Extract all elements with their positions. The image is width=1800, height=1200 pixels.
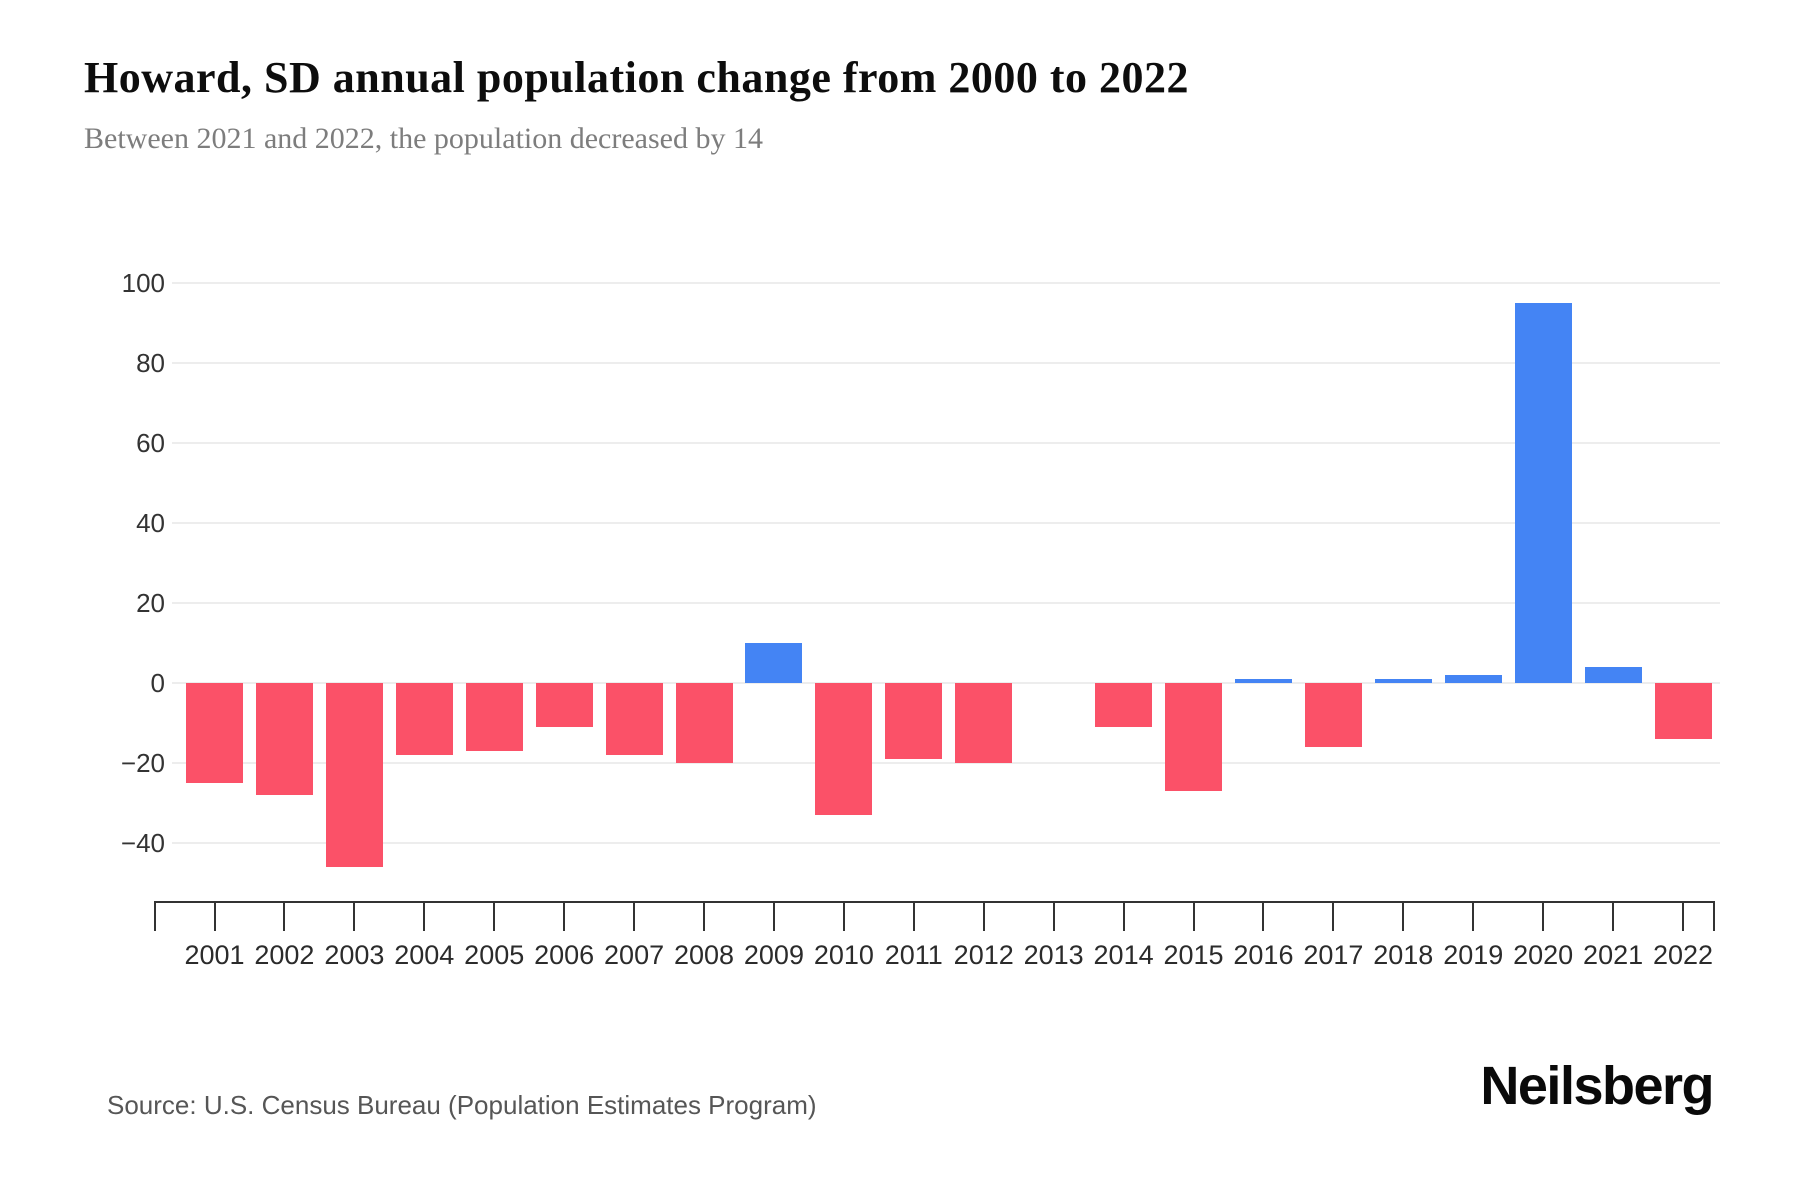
y-axis-label: 0	[150, 668, 165, 698]
gridline	[172, 842, 1720, 844]
source-note: Source: U.S. Census Bureau (Population E…	[107, 1090, 817, 1120]
x-axis-tick	[1052, 901, 1055, 931]
bar-2016	[1234, 679, 1292, 683]
x-axis-tick	[633, 901, 636, 931]
bar-2019	[1444, 675, 1502, 683]
gridline	[172, 602, 1720, 604]
y-axis-label: 60	[136, 428, 165, 458]
x-axis-tick	[353, 901, 356, 931]
x-axis-line	[154, 901, 1715, 903]
x-axis-tick	[1192, 901, 1195, 931]
x-axis-label-2010: 2010	[813, 940, 874, 970]
bar-2017	[1304, 683, 1362, 747]
x-axis-label-2003: 2003	[324, 940, 385, 970]
bar-2002	[255, 683, 313, 795]
neilsberg-logo: Neilsberg	[1480, 1056, 1714, 1116]
x-axis-tick	[1402, 901, 1405, 931]
bar-2008	[675, 683, 733, 763]
bar-2010	[815, 683, 873, 815]
x-axis-label-2004: 2004	[394, 940, 455, 970]
x-axis-label-2008: 2008	[673, 940, 735, 970]
x-axis-label-2021: 2021	[1583, 940, 1644, 970]
bar-2011	[885, 683, 943, 759]
bar-2014	[1095, 683, 1153, 727]
x-axis-label-2013: 2013	[1023, 940, 1084, 970]
x-axis-label-2009: 2009	[743, 940, 804, 970]
x-axis-tick	[772, 901, 775, 931]
x-axis-label-2007: 2007	[604, 940, 665, 970]
x-axis-label-2002: 2002	[254, 940, 315, 970]
chart-subtitle: Between 2021 and 2022, the population de…	[84, 122, 763, 155]
gridline	[172, 682, 1720, 684]
x-axis-tick	[1262, 901, 1265, 931]
x-axis-tick	[563, 901, 566, 931]
gridline	[172, 282, 1720, 284]
x-axis-label-2014: 2014	[1093, 940, 1154, 970]
x-axis-tick	[1612, 901, 1615, 931]
gridline	[172, 522, 1720, 524]
x-axis-tick	[213, 901, 216, 931]
gridline	[172, 762, 1720, 764]
x-axis-end-tick	[154, 901, 156, 931]
bar-2020	[1514, 303, 1572, 683]
x-axis-tick	[283, 901, 286, 931]
x-axis-label-2017: 2017	[1303, 940, 1364, 970]
x-axis-label-2005: 2005	[464, 940, 525, 970]
bar-2001	[186, 683, 243, 783]
x-axis-tick	[703, 901, 705, 931]
bar-2005	[465, 683, 523, 751]
x-axis-label-2022: 2022	[1652, 940, 1714, 970]
x-axis-label-2011: 2011	[884, 940, 943, 970]
x-axis-tick	[1682, 901, 1685, 931]
bar-2022	[1654, 683, 1712, 739]
x-axis-tick	[1542, 901, 1545, 931]
bar-2021	[1584, 667, 1642, 683]
chart-title: Howard, SD annual population change from…	[84, 53, 1190, 102]
x-axis-tick	[1332, 901, 1335, 931]
x-axis-tick	[493, 901, 496, 931]
x-axis-tick	[912, 901, 915, 931]
x-axis-label-2016: 2016	[1233, 940, 1294, 970]
gridline	[172, 442, 1720, 444]
x-axis-end-tick	[1713, 901, 1715, 931]
x-axis-tick	[1122, 901, 1125, 931]
gridline	[172, 362, 1720, 364]
y-axis-label: 40	[136, 508, 165, 538]
x-axis-label-2012: 2012	[953, 940, 1014, 970]
x-axis-label-2018: 2018	[1373, 940, 1434, 970]
bar-2003	[325, 683, 383, 867]
x-axis-label-2001: 2001	[184, 940, 245, 970]
y-axis-label: 20	[136, 588, 165, 618]
x-axis-label-2006: 2006	[534, 940, 595, 970]
x-axis-tick	[1472, 901, 1475, 931]
y-axis-label: −40	[120, 828, 165, 858]
x-axis-tick	[423, 901, 426, 931]
x-axis-tick	[842, 901, 845, 931]
x-axis-label-2015: 2015	[1163, 940, 1224, 970]
bar-2015	[1165, 683, 1223, 791]
bar-2004	[395, 683, 453, 755]
y-axis-label: 80	[136, 348, 165, 378]
y-axis-label: −20	[120, 748, 165, 778]
bar-2018	[1374, 679, 1432, 683]
bar-2009	[745, 643, 803, 683]
x-axis-tick	[982, 901, 985, 931]
bar-2012	[955, 683, 1013, 763]
bar-2007	[605, 683, 663, 755]
x-axis-label-2019: 2019	[1443, 940, 1504, 970]
bar-2006	[535, 683, 593, 727]
y-axis-label: 100	[121, 268, 165, 298]
x-axis-label-2020: 2020	[1513, 940, 1574, 970]
